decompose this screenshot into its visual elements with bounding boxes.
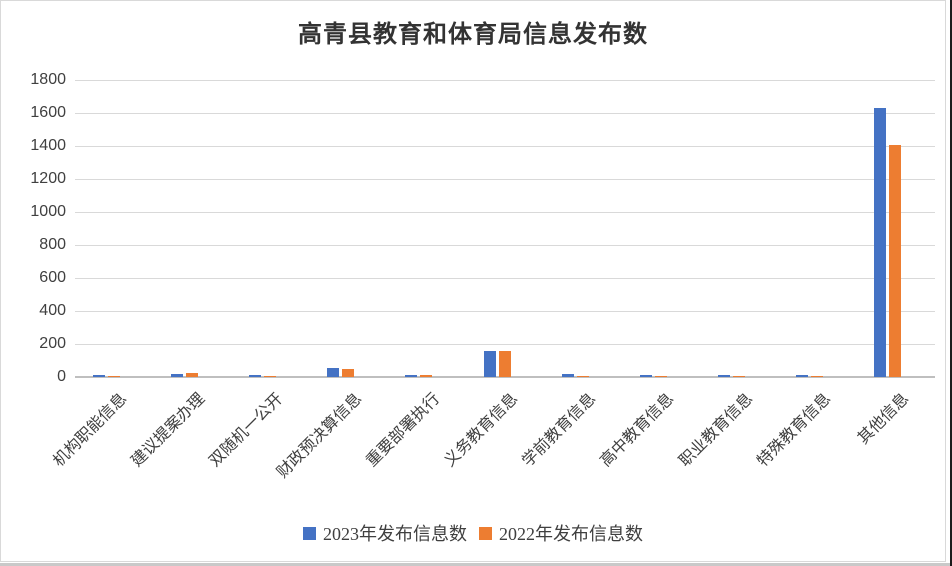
gridline (75, 113, 935, 114)
bar (874, 108, 887, 377)
bar (561, 374, 574, 377)
bar (639, 375, 652, 377)
gridline (75, 212, 935, 213)
bar (92, 374, 105, 377)
legend-swatch-icon (303, 526, 316, 540)
y-tick-label: 0 (57, 368, 66, 385)
gridline (75, 245, 935, 246)
bar (185, 373, 198, 377)
bar (263, 375, 276, 377)
bar (718, 375, 731, 377)
bar (483, 351, 496, 377)
bar (420, 375, 433, 377)
legend-label: 2023年发布信息数 (323, 524, 467, 544)
y-tick-label: 800 (39, 236, 66, 253)
gridline (75, 311, 935, 312)
bar (576, 375, 589, 377)
legend: 2023年发布信息数 2022年发布信息数 (0, 520, 946, 546)
bar (107, 375, 120, 377)
screenshot-bottom-edge (0, 563, 952, 566)
bar (811, 375, 824, 377)
gridline (75, 179, 935, 180)
y-tick-label: 600 (39, 269, 66, 286)
y-tick-label: 200 (39, 335, 66, 352)
bar (327, 368, 340, 377)
screenshot-right-edge (950, 0, 952, 566)
y-tick-label: 1800 (30, 71, 66, 88)
bar (733, 375, 746, 377)
y-tick-label: 400 (39, 302, 66, 319)
legend-swatch-icon (479, 526, 492, 540)
y-tick-label: 1400 (30, 137, 66, 154)
gridline (75, 278, 935, 279)
bar (170, 373, 183, 377)
bar (498, 350, 511, 377)
y-tick-label: 1200 (30, 170, 66, 187)
bar (405, 374, 418, 377)
y-tick-label: 1600 (30, 104, 66, 121)
bar (342, 368, 355, 377)
gridline (75, 146, 935, 147)
legend-item: 2022年发布信息数 (479, 520, 643, 546)
legend-item: 2023年发布信息数 (303, 520, 467, 546)
gridline (75, 80, 935, 81)
bar (889, 145, 902, 377)
gridline (75, 344, 935, 345)
bar (248, 375, 261, 377)
legend-label: 2022年发布信息数 (499, 524, 643, 544)
bar (654, 375, 667, 377)
bar (796, 374, 809, 377)
gridline (75, 376, 935, 378)
chart-title: 高青县教育和体育局信息发布数 (298, 22, 648, 48)
y-tick-label: 1000 (30, 203, 66, 220)
